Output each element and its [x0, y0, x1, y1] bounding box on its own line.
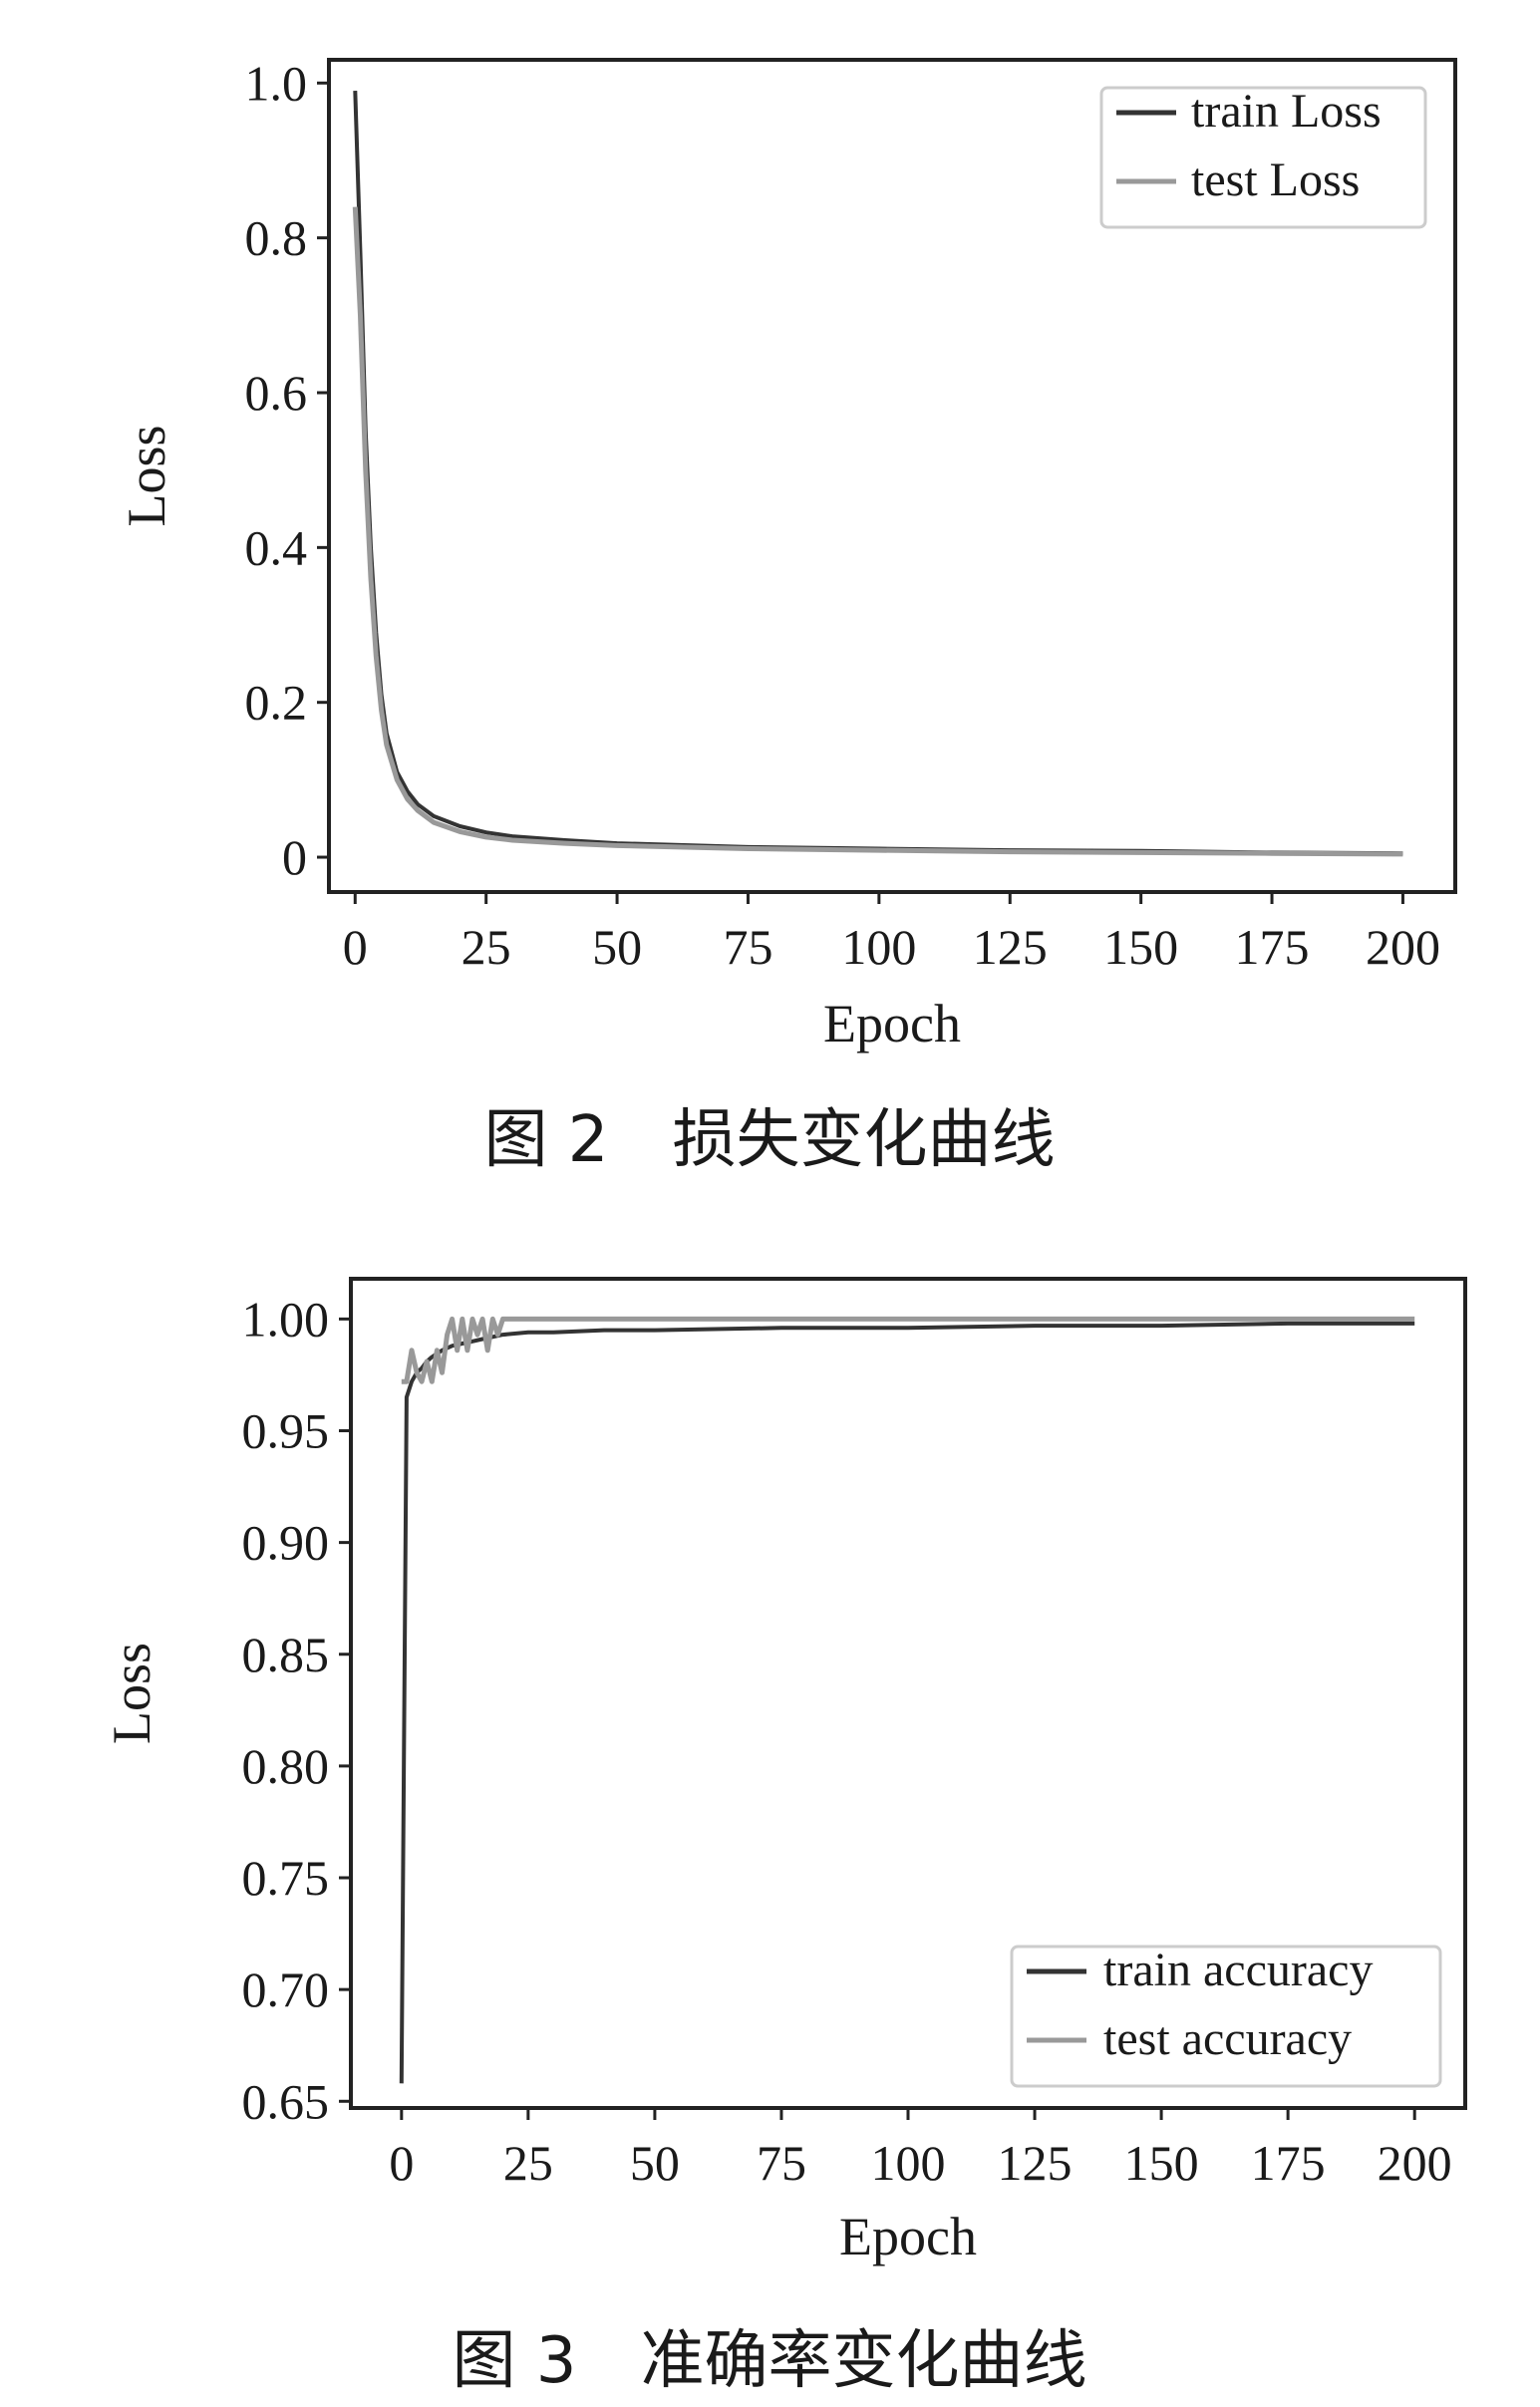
x-tick-label: 50 [630, 2135, 680, 2191]
loss-chart-ticks: 0 25 50 75 100 125 150 175 200 0 0.2 0.4 0.6 0.8 1.0 [245, 55, 1440, 975]
loss-chart-xlabel: Epoch [823, 994, 961, 1053]
x-tick-label: 175 [1235, 919, 1310, 975]
loss-chart-ylabel: Loss [117, 425, 176, 526]
accuracy-chart-ylabel: Loss [102, 1643, 161, 1744]
x-tick-label: 75 [757, 2135, 806, 2191]
accuracy-chart-series [399, 1316, 1415, 2084]
x-tick-label: 0 [343, 919, 368, 975]
legend-label-test-accuracy: test accuracy [1103, 2012, 1352, 2065]
y-tick-label: 0.75 [242, 1850, 330, 1906]
y-tick-label: 0.80 [242, 1738, 330, 1794]
series-line-test-loss [352, 206, 1403, 857]
accuracy-chart-ticks: 0 25 50 75 100 125 150 175 200 0.65 0.70 0.75 0.80 0.… [242, 1291, 1452, 2191]
y-tick-label: 0.85 [242, 1627, 330, 1682]
y-tick-label: 1.00 [242, 1291, 330, 1347]
x-tick-label: 25 [462, 919, 511, 975]
series-line-train-accuracy [399, 1321, 1415, 2084]
legend-label-test-loss: test Loss [1191, 153, 1360, 206]
x-tick-label: 175 [1251, 2135, 1326, 2191]
loss-legend-box [1099, 86, 1427, 229]
series-line-test-accuracy [401, 1316, 1415, 1384]
loss-chart: 0 25 50 75 100 125 150 175 200 0 0.2 0.4 0.6 0.8 1.0 E… [117, 55, 1457, 1177]
x-tick-label: 0 [389, 2135, 414, 2191]
loss-chart-series [352, 91, 1403, 857]
x-tick-label: 75 [723, 919, 772, 975]
accuracy-chart: 0 25 50 75 100 125 150 175 200 0.65 0.70 0.75 0.80 0.… [102, 1277, 1467, 2398]
accuracy-legend-box [1010, 1945, 1442, 2088]
y-tick-label: 0.2 [245, 675, 308, 731]
legend-label-train-loss: train Loss [1191, 85, 1382, 138]
x-tick-label: 150 [1124, 2135, 1199, 2191]
y-tick-label: 0.70 [242, 1961, 330, 2017]
x-tick-label: 125 [998, 2135, 1073, 2191]
y-tick-label: 0 [282, 829, 307, 885]
accuracy-chart-frame [349, 1277, 1467, 2110]
x-tick-label: 150 [1103, 919, 1178, 975]
y-tick-label: 0.6 [245, 365, 308, 421]
loss-chart-legend: train Loss test Loss [1099, 85, 1427, 229]
x-tick-label: 200 [1378, 2135, 1452, 2191]
x-tick-label: 125 [973, 919, 1048, 975]
y-tick-label: 0.65 [242, 2073, 330, 2129]
loss-chart-caption: 图 2 损失变化曲线 [483, 1103, 1055, 1177]
x-tick-label: 50 [592, 919, 642, 975]
accuracy-chart-caption: 图 3 准确率变化曲线 [452, 2324, 1086, 2398]
x-tick-label: 100 [841, 919, 916, 975]
x-tick-label: 100 [871, 2135, 946, 2191]
x-tick-label: 25 [503, 2135, 553, 2191]
y-tick-label: 0.90 [242, 1515, 330, 1571]
y-tick-label: 1.0 [245, 55, 308, 111]
y-tick-label: 0.8 [245, 210, 308, 266]
accuracy-chart-legend: train accuracy test accuracy [1010, 1944, 1442, 2088]
y-tick-label: 0.95 [242, 1402, 330, 1458]
x-tick-label: 200 [1366, 919, 1440, 975]
legend-label-train-accuracy: train accuracy [1103, 1944, 1373, 1996]
loss-chart-frame [327, 58, 1457, 894]
accuracy-chart-xlabel: Epoch [839, 2207, 977, 2266]
y-tick-label: 0.4 [245, 519, 308, 575]
